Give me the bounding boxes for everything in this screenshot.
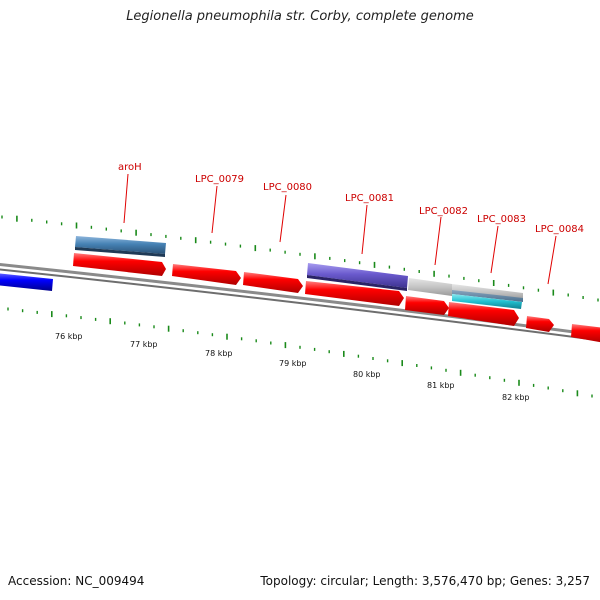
purple-feature-lpc-0081[interactable] [307,263,408,288]
gene-label: LPC_0081 [345,193,394,204]
backbone-outer [0,263,600,337]
scale-label: 79 kbp [279,359,307,368]
gene-arrow-lpc-0084[interactable] [526,316,554,332]
steelblue-feature-aroh-underline [75,247,165,257]
gene-arrow-lpc-0080[interactable] [243,272,303,293]
genome-summary-text: Topology: circular; Length: 3,576,470 bp… [260,574,590,588]
gene-label: LPC_0082 [419,206,468,217]
leader-lpc-0079 [211,185,218,234]
scale-label: 78 kbp [205,349,233,358]
gene-arrow-arohr[interactable] [73,253,166,276]
gene-label: LPC_0084 [535,224,584,235]
leader-lpc-0082 [434,216,442,266]
gene-arrow-lpc-0083[interactable] [448,302,519,326]
gene-label: aroH [118,162,142,173]
cyan-feature[interactable] [452,294,522,309]
leader-lpc-0084 [547,235,557,285]
leader-aroh [123,173,129,224]
scale-ticks-outer [1,215,599,302]
leader-lpc-0080 [279,194,287,243]
gene-arrow-lpc-0081[interactable] [305,281,404,306]
map-title: Legionella pneumophila str. Corby, compl… [126,9,474,24]
scale-label: 82 kbp [502,393,530,402]
gray-feature-lpc-0082[interactable] [408,278,452,296]
gene-label: LPC_0079 [195,174,244,185]
scale-label: 80 kbp [353,370,381,379]
steelblue-feature-aroh[interactable] [75,236,166,254]
leader-lpc-0083 [490,225,499,274]
scale-labels: 76 kbp 77 kbp 78 kbp 79 kbp 80 kbp 81 kb… [55,332,530,402]
gene-label: LPC_0083 [477,214,526,225]
gene-arrow-lpc-0082[interactable] [405,296,449,315]
leader-lpc-0081 [361,204,368,255]
scale-label: 81 kbp [427,381,455,390]
steel-thin-feature[interactable] [452,290,523,302]
gene-arrow-lpc-0079[interactable] [172,264,241,285]
forward-genes [73,253,600,343]
gene-label: LPC_0080 [263,182,312,193]
accession-text: Accession: NC_009494 [8,574,145,588]
gene-arrow-next[interactable] [571,324,600,343]
blue-feature[interactable] [0,273,53,291]
scale-label: 77 kbp [130,340,158,349]
scale-ticks-inner [7,307,593,398]
purple-feature-underline [307,275,407,291]
gene-labels: aroH LPC_0079 LPC_0080 LPC_0081 LPC_0082… [118,162,584,235]
scale-label: 76 kbp [55,332,83,341]
label-leaders [123,173,557,285]
backbone-inner [0,268,600,342]
